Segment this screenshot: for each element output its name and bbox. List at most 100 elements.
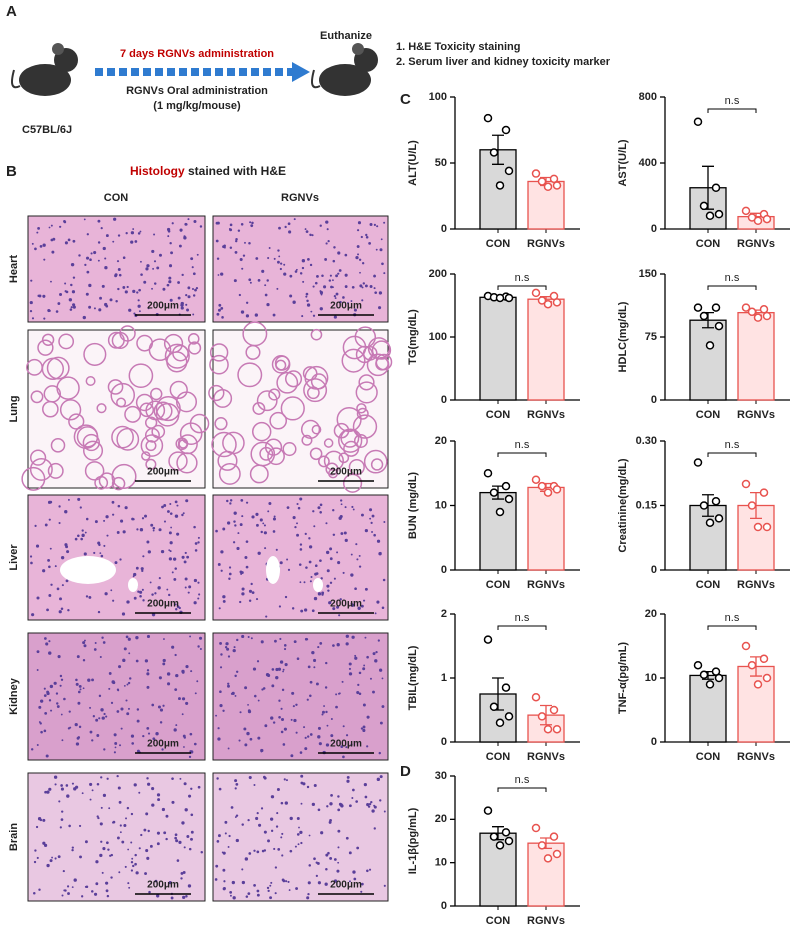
x-tick-label: CON: [486, 915, 511, 927]
data-point: [552, 849, 562, 859]
significance-bracket: [497, 452, 547, 457]
significance-bracket: [707, 108, 757, 113]
scale-bar-label: 200μm: [330, 599, 362, 610]
y-tick-label: 0.30: [636, 435, 657, 447]
x-tick-label: RGNVs: [527, 579, 565, 591]
data-point: [741, 641, 751, 651]
y-tick-label: 20: [435, 435, 447, 447]
y-axis-label: TNF-α(pg/mL): [617, 642, 629, 714]
histology-image: 200μm: [27, 215, 206, 323]
histology-title: Histology stained with H&E: [130, 164, 286, 178]
data-point: [753, 522, 763, 532]
data-point: [693, 660, 703, 670]
scale-bar-label: 200μm: [147, 599, 179, 610]
analysis-item: 2. Serum liver and kidney toxicity marke…: [396, 56, 611, 68]
data-point: [504, 494, 514, 504]
data-point: [741, 303, 751, 312]
data-point: [747, 660, 757, 670]
x-tick-label: CON: [486, 579, 511, 591]
row-label: Lung: [8, 396, 20, 423]
y-tick-label: 10: [435, 857, 447, 869]
significance-label: n.s: [515, 439, 530, 451]
significance-bracket: [497, 625, 547, 630]
data-point: [483, 113, 493, 123]
significance-bracket: [707, 285, 757, 290]
y-tick-label: 10: [435, 499, 447, 511]
y-tick-label: 100: [429, 331, 447, 343]
x-tick-label: RGNVs: [737, 409, 775, 421]
bar: [479, 296, 517, 401]
data-point: [741, 206, 751, 216]
y-axis-label: TG(mg/dL): [407, 309, 419, 365]
x-tick-label: CON: [486, 238, 511, 250]
bar: [527, 298, 565, 401]
data-point: [537, 481, 547, 491]
significance-label: n.s: [725, 612, 740, 624]
data-point: [549, 174, 559, 184]
y-axis-label: AST(U/L): [617, 139, 629, 186]
data-point: [714, 209, 724, 219]
scale-bar-label: 200μm: [147, 880, 179, 891]
data-point: [711, 303, 721, 312]
histology-image: 200μm: [212, 772, 389, 902]
data-point: [711, 496, 721, 506]
data-point: [759, 654, 769, 664]
y-tick-label: 0: [441, 564, 447, 576]
y-tick-label: 200: [429, 268, 447, 280]
row-label: Heart: [8, 255, 20, 283]
scale-bar-label: 200μm: [147, 739, 179, 750]
histology-grid: Heart 200μm 200μm Lung 200μm 200μm Liver 200μm 2…: [8, 215, 393, 902]
data-point: [549, 705, 559, 715]
data-point: [762, 311, 772, 321]
data-point: [537, 712, 547, 721]
data-point: [543, 488, 553, 497]
significance-label: n.s: [515, 774, 530, 786]
data-point: [705, 211, 715, 221]
scale-bar-label: 200μm: [330, 739, 362, 750]
significance-label: n.s: [515, 612, 530, 624]
significance-bracket: [707, 452, 757, 457]
data-point: [495, 181, 505, 190]
data-point: [762, 522, 772, 532]
data-point: [543, 182, 553, 192]
histology-image: 200μm: [212, 215, 389, 323]
data-point: [543, 299, 553, 309]
data-point: [714, 321, 724, 331]
column-label: CON: [104, 192, 129, 204]
x-tick-label: CON: [696, 238, 721, 250]
data-point: [531, 475, 541, 484]
y-axis-label: Creatinine(mg/dL): [617, 458, 629, 552]
scale-bar-label: 200μm: [147, 467, 179, 478]
row-label: Brain: [8, 823, 20, 851]
y-tick-label: 30: [435, 770, 447, 782]
y-tick-label: 10: [645, 672, 657, 684]
data-point: [693, 458, 703, 467]
data-point: [504, 712, 514, 721]
y-tick-label: 20: [645, 608, 657, 620]
data-point: [549, 832, 559, 841]
dose-label: (1 mg/kg/mouse): [153, 100, 241, 112]
bar-chart: TG(mg/dL) 0 100 200 CON RGNVs n.s: [407, 268, 580, 421]
data-point: [552, 724, 562, 734]
data-point: [489, 702, 499, 712]
scale-bar-label: 200μm: [330, 301, 362, 312]
data-point: [747, 501, 757, 510]
significance-label: n.s: [725, 95, 740, 107]
data-point: [699, 311, 709, 321]
significance-bracket: [707, 625, 757, 630]
bar-chart: TNF-α(pg/mL) 0 10 20 CON RGNVs n.s: [617, 608, 790, 763]
y-tick-label: 150: [639, 268, 657, 280]
data-point: [699, 501, 709, 510]
row-label: Liver: [8, 544, 20, 571]
x-tick-label: RGNVs: [737, 751, 775, 763]
data-point: [753, 680, 763, 689]
histology-image: 200μm: [27, 632, 206, 761]
data-point: [531, 692, 541, 702]
data-point: [705, 680, 715, 689]
data-point: [699, 670, 709, 680]
data-point: [501, 125, 511, 135]
significance-label: n.s: [515, 272, 530, 284]
strain-label: C57BL/6J: [22, 124, 72, 136]
